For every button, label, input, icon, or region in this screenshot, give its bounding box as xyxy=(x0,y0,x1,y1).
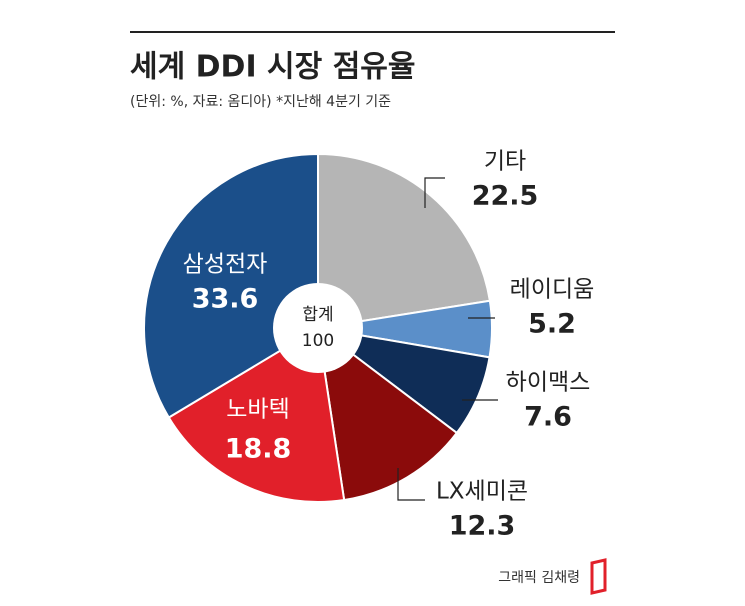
chart-title: 세계 DDI 시장 점유율 xyxy=(130,50,416,85)
slice-name: 기타 xyxy=(484,149,526,175)
total-label: 합계 xyxy=(302,305,333,325)
slice-value: 33.6 xyxy=(192,284,259,315)
logo xyxy=(590,558,607,595)
slice-value: 18.8 xyxy=(225,434,292,465)
slice-value: 7.6 xyxy=(524,402,572,433)
credit: 그래픽 김채령 xyxy=(498,570,580,586)
slice-name: LX세미콘 xyxy=(436,479,528,505)
slice-name: 하이맥스 xyxy=(506,370,591,396)
slice-name: 삼성전자 xyxy=(183,252,268,278)
slice-name: 레이디움 xyxy=(510,277,595,303)
pie-slice xyxy=(316,325,459,502)
center-hole xyxy=(273,283,363,373)
slice-value: 5.2 xyxy=(528,309,576,340)
slice-value: 22.5 xyxy=(472,181,539,212)
leader-line xyxy=(397,468,425,501)
leader-line xyxy=(424,177,445,208)
pie-slice xyxy=(167,326,346,503)
chart-subtitle: (단위: %, 자료: 옴디아) *지난해 4분기 기준 xyxy=(130,94,391,110)
pie-slice xyxy=(317,152,492,330)
total-value: 100 xyxy=(302,331,334,351)
slice-name: 노바텍 xyxy=(226,397,289,423)
pie-slice xyxy=(143,152,319,419)
slice-value: 12.3 xyxy=(449,511,516,542)
